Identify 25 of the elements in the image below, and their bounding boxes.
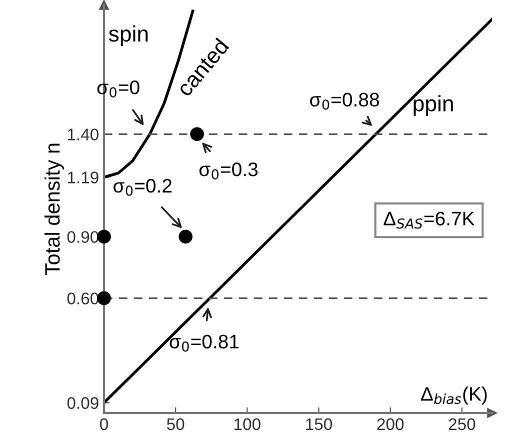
point (190, 127, 204, 142)
point (178, 230, 193, 244)
annotation: Δ$_{SAS}$=6.7K (384, 212, 475, 229)
annotation: σ$_{0}$=0 (97, 80, 140, 98)
x-tick-label: 50 (166, 418, 184, 430)
annotation: σ$_{0}$=0.2 (114, 178, 172, 196)
y-tick-label: 1.19 (68, 172, 98, 184)
y-tick-label: 0.60 (67, 292, 98, 304)
y-axis-title: Total density n (44, 144, 64, 276)
annotation: σ$_{0}$=0.3 (199, 162, 258, 180)
x-axis-title: Δ$_{bias}$(K) (421, 386, 487, 405)
x-tick-label: 0 (100, 418, 108, 430)
y-tick-label: 0.90 (67, 231, 98, 243)
annotation: σ$_{0}$=0.81 (170, 334, 239, 352)
x-tick-label: 150 (306, 418, 332, 430)
x-tick-label: 100 (234, 418, 260, 430)
y-tick-label: 1.40 (68, 128, 98, 140)
x-tick-label: 250 (448, 418, 476, 430)
annotation: ppin (414, 95, 453, 116)
point (97, 291, 111, 306)
annotation: spin (108, 25, 148, 46)
x-tick-label: 200 (377, 418, 404, 430)
y-tick-label: 0.09 (67, 397, 98, 409)
annotation: σ$_{0}$=0.88 (310, 92, 379, 110)
point (97, 230, 111, 244)
